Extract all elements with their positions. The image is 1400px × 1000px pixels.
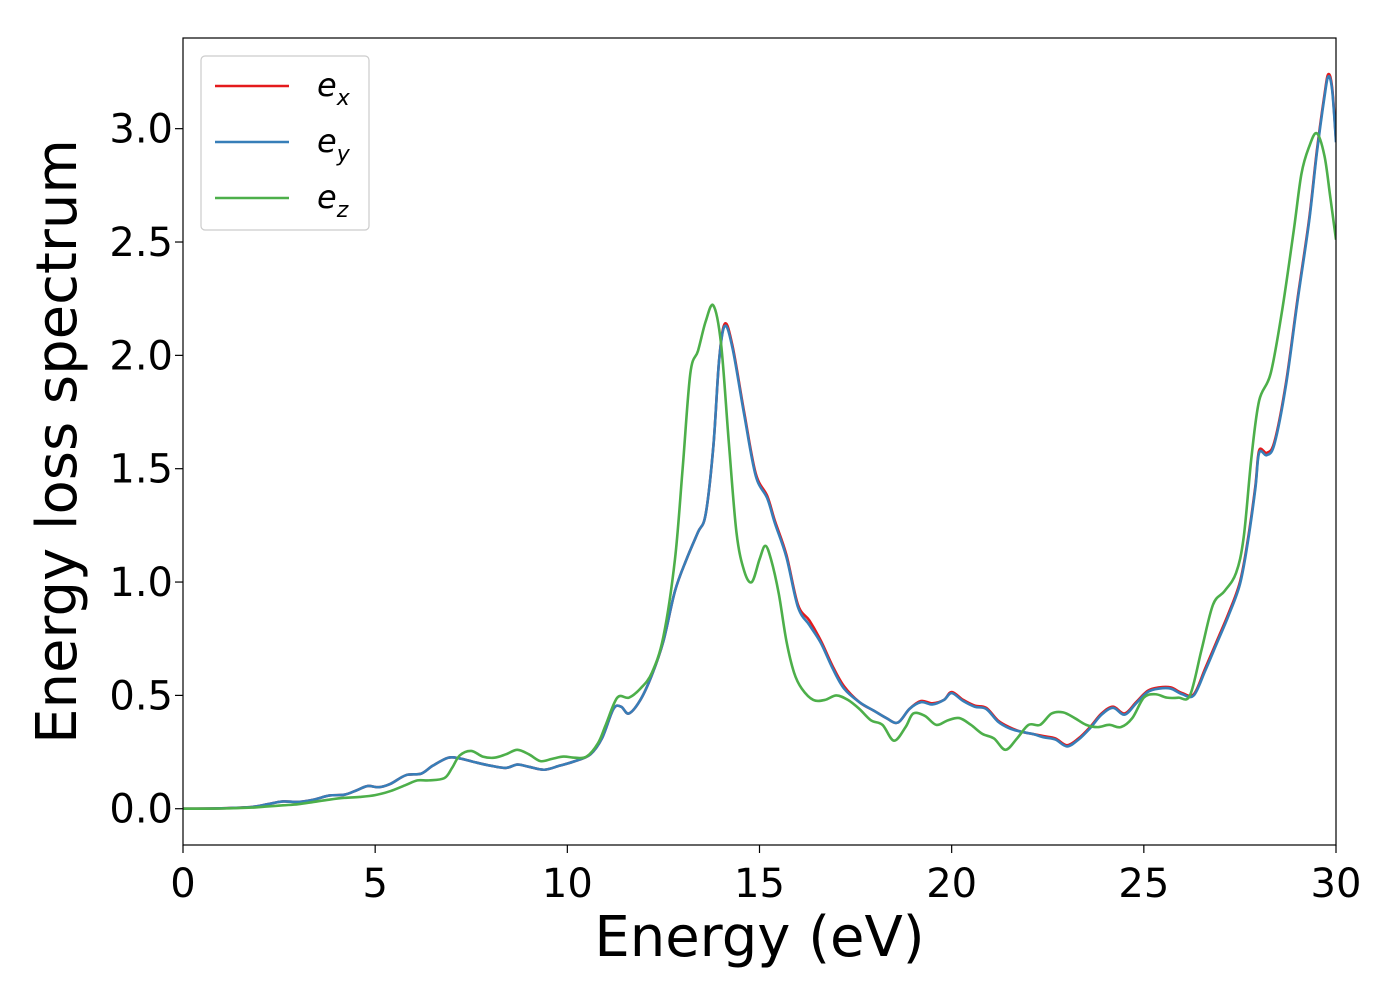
- legend-label-subscript: y: [336, 142, 351, 167]
- x-tick-label: 30: [1311, 861, 1362, 907]
- y-axis: 0.0 0.5 1.0 1.5 2.0 2.5 3.0: [109, 107, 183, 833]
- y-tick-label: 0.5: [109, 673, 173, 719]
- y-tick-label: 2.0: [109, 333, 173, 379]
- legend-label-y: ey: [317, 122, 351, 167]
- y-tick-label: 3.0: [109, 107, 173, 153]
- y-axis-label: Energy loss spectrum: [25, 139, 90, 744]
- y-tick-label: 1.5: [109, 447, 173, 493]
- x-tick-label: 15: [734, 861, 785, 907]
- x-tick-label: 0: [170, 861, 195, 907]
- series-layer: [183, 72, 1336, 811]
- x-axis-label: Energy (eV): [594, 905, 924, 970]
- legend-label-base: e: [317, 66, 337, 104]
- x-tick-label: 25: [1118, 861, 1169, 907]
- x-tick-label: 10: [542, 861, 593, 907]
- legend-label-base: e: [317, 122, 337, 160]
- legend-label-base: e: [317, 178, 337, 216]
- x-tick-label: 5: [362, 861, 387, 907]
- series-line-z: [183, 131, 1336, 811]
- legend-label-subscript: x: [336, 86, 351, 111]
- legend-label-x: ex: [317, 66, 351, 111]
- x-axis: 0 5 10 15 20 25 30: [170, 845, 1361, 907]
- y-tick-label: 1.0: [109, 560, 173, 606]
- y-tick-label: 0.0: [109, 787, 173, 833]
- x-tick-label: 20: [926, 861, 977, 907]
- legend-label-subscript: z: [336, 198, 349, 223]
- y-tick-label: 2.5: [109, 220, 173, 266]
- legend-label-z: ez: [317, 178, 349, 223]
- series-line-y: [183, 75, 1336, 811]
